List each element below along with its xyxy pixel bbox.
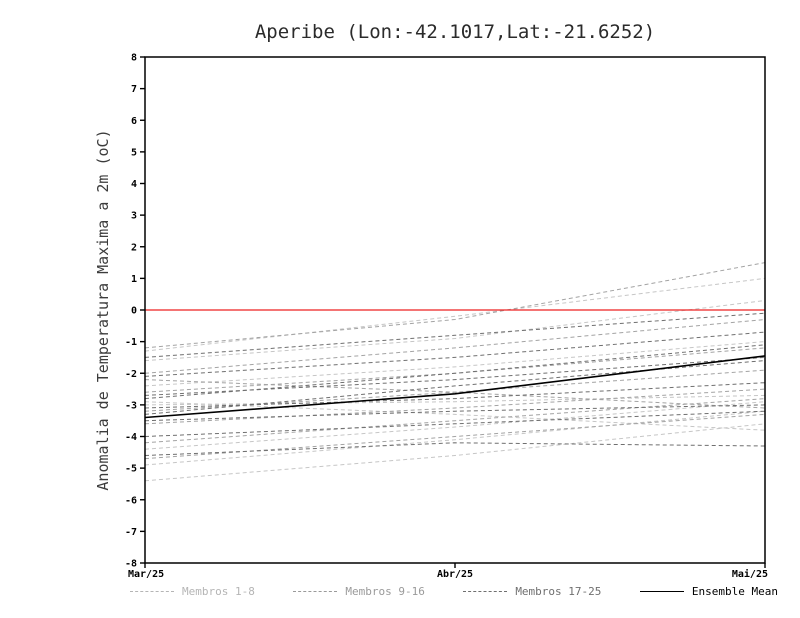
ensemble-member-line xyxy=(144,341,766,387)
y-tick-label: 7 xyxy=(131,84,137,95)
ensemble-member-line xyxy=(144,404,766,422)
ensemble-member-line xyxy=(144,401,766,450)
y-tick-label: -7 xyxy=(125,527,137,538)
y-tick-label: -5 xyxy=(125,464,137,475)
ensemble-member-line xyxy=(144,394,766,406)
ensemble-member-line xyxy=(144,388,766,425)
ensemble-member-line xyxy=(144,410,766,466)
legend-item-membros-1-8: Membros 1-8 xyxy=(130,585,255,598)
ensemble-member-line xyxy=(144,277,766,352)
ensemble-mean-line xyxy=(144,355,766,419)
ensemble-member-line xyxy=(144,382,766,409)
ensemble-member-line xyxy=(144,356,766,396)
legend-label: Membros 1-8 xyxy=(182,585,255,598)
y-tick-label: -8 xyxy=(125,559,137,570)
legend-line-sample-membros-9-16 xyxy=(293,591,338,592)
ensemble-member-line xyxy=(144,312,766,358)
legend-line-sample-ensemble-mean xyxy=(639,591,684,592)
y-tick-label: -3 xyxy=(125,400,137,411)
ensemble-member-line xyxy=(144,319,766,374)
ensemble-member-line xyxy=(144,423,766,482)
legend-item-ensemble-mean: Ensemble Mean xyxy=(639,585,778,598)
legend-label: Membros 9-16 xyxy=(345,585,425,598)
ensemble-member-line xyxy=(144,300,766,362)
y-tick-label: 0 xyxy=(131,306,137,317)
y-tick-label: -6 xyxy=(125,495,137,506)
ensemble-member-line xyxy=(144,379,766,409)
chart-legend: Membros 1-8 Membros 9-16 Membros 17-25 E… xyxy=(130,585,778,598)
legend-label: Membros 17-25 xyxy=(515,585,602,598)
x-tick-label: Mar/25 xyxy=(128,569,164,580)
legend-item-membros-9-16: Membros 9-16 xyxy=(293,585,425,598)
y-tick-label: 6 xyxy=(131,116,137,127)
legend-line-sample-membros-1-8 xyxy=(130,591,174,592)
chart-title: Aperibe (Lon:-42.1017,Lat:-21.6252) xyxy=(255,21,655,43)
y-tick-label: 5 xyxy=(131,147,137,158)
y-axis-title: Anomalia de Temperatura Maxima a 2m (oC) xyxy=(94,129,112,490)
ensemble-member-line xyxy=(144,262,766,349)
ensemble-member-line xyxy=(144,413,766,460)
ensemble-member-line xyxy=(144,410,766,437)
legend-line-sample-membros-17-25 xyxy=(463,591,508,592)
y-tick-label: -1 xyxy=(125,337,137,348)
y-tick-label: -2 xyxy=(125,369,137,380)
x-tick-label: Mai/25 xyxy=(732,568,768,580)
y-tick-label: -4 xyxy=(125,432,137,443)
y-tick-label: 8 xyxy=(131,53,137,64)
y-tick-label: 4 xyxy=(131,179,137,190)
ensemble-member-line xyxy=(144,331,766,377)
y-tick-label: 2 xyxy=(131,242,137,253)
y-tick-label: 1 xyxy=(131,274,137,285)
ensemble-member-line xyxy=(144,398,766,444)
ensemble-member-line xyxy=(144,344,766,400)
ensemble-member-line xyxy=(144,401,766,431)
x-tick-label: Abr/25 xyxy=(437,569,473,580)
legend-item-membros-17-25: Membros 17-25 xyxy=(463,585,601,598)
legend-label: Ensemble Mean xyxy=(691,585,778,598)
y-tick-label: 3 xyxy=(131,211,137,222)
ensemble-member-line xyxy=(144,442,766,456)
